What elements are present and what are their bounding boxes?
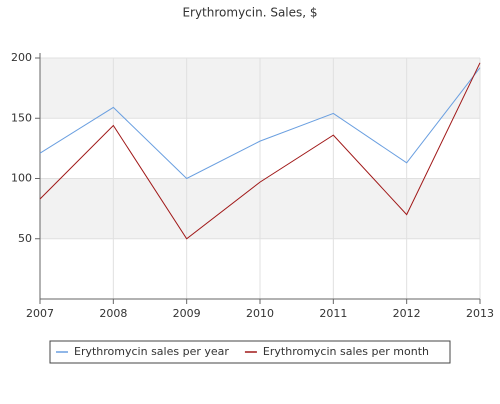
x-tick-label: 2010 (246, 307, 274, 320)
series-line (39, 62, 481, 240)
y-tick-label: 150 (11, 111, 32, 124)
y-tick-label: 200 (11, 51, 32, 64)
x-tick-label: 2009 (173, 307, 201, 320)
legend-label: Erythromycin sales per year (74, 345, 229, 358)
x-tick-label: 2012 (393, 307, 421, 320)
y-tick-label: 50 (18, 232, 32, 245)
y-tick-label: 100 (11, 172, 32, 185)
x-tick-label: 2011 (319, 307, 347, 320)
series-line (39, 67, 481, 180)
x-tick-label: 2013 (466, 307, 494, 320)
legend-label: Erythromycin sales per month (263, 345, 429, 358)
chart-title: Erythromycin. Sales, $ (182, 6, 317, 20)
x-tick-label: 2008 (99, 307, 127, 320)
x-tick-label: 2007 (26, 307, 54, 320)
